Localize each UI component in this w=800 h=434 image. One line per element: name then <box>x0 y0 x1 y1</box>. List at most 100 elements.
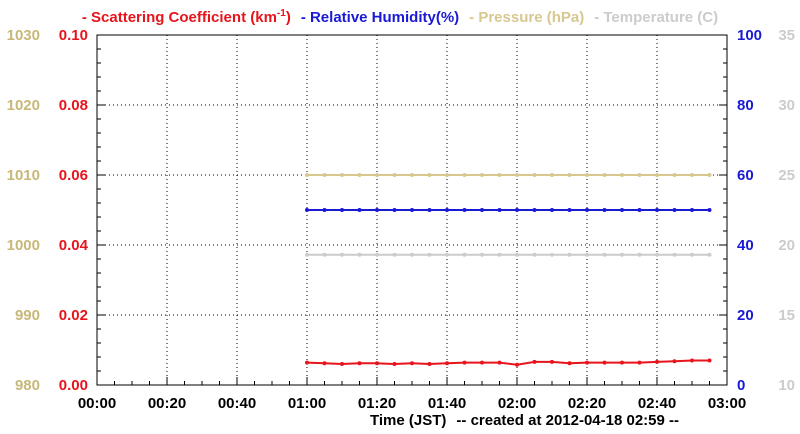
scattering-coefficient-point <box>567 361 572 366</box>
legend-item-suffix: ) <box>286 9 291 26</box>
humidity-tick-label: 100 <box>737 27 762 44</box>
relative-humidity-point <box>480 208 484 212</box>
pressure-point <box>567 173 572 177</box>
pressure-point <box>427 173 432 177</box>
relative-humidity-point <box>655 208 659 212</box>
relative-humidity-point <box>357 208 362 212</box>
temperature-point <box>375 252 379 257</box>
scattering-coefficient-point <box>445 361 449 366</box>
pressure-point <box>602 173 607 177</box>
humidity-axis: 100 80 60 40 20 0 <box>737 27 762 394</box>
pressure-point <box>340 173 344 177</box>
relative-humidity-point <box>550 208 554 212</box>
pressure-tick-label: 1030 <box>7 27 40 44</box>
temperature-point <box>707 252 712 257</box>
relative-humidity-point <box>690 208 694 212</box>
temperature-tick-label: 10 <box>778 377 795 394</box>
pressure-tick-label: 1010 <box>7 167 40 184</box>
x-tick-label: 01:20 <box>358 395 396 412</box>
pressure-point <box>550 173 554 177</box>
x-axis: 00:00 00:20 00:40 01:00 01:20 01:40 02:00 02:20… <box>78 377 746 412</box>
x-tick-label: 02:40 <box>638 395 676 412</box>
pressure-point <box>357 173 362 177</box>
scattering-coefficient-point <box>515 362 519 367</box>
humidity-tick-label: 20 <box>737 307 754 324</box>
temperature-point <box>567 252 572 257</box>
temperature-point <box>637 252 642 257</box>
temperature-point <box>655 252 659 257</box>
relative-humidity-point <box>532 208 537 212</box>
temperature-point <box>602 252 607 257</box>
legend-item: - Scattering Coefficient (km <box>82 9 277 26</box>
scattering-coefficient-point <box>620 360 624 365</box>
temperature-point <box>672 252 677 257</box>
humidity-tick-label: 40 <box>737 237 754 254</box>
pressure-point <box>445 173 449 177</box>
scattering-coefficient-point <box>707 358 712 363</box>
relative-humidity-point <box>392 208 397 212</box>
pressure-point <box>392 173 397 177</box>
relative-humidity-point <box>637 208 642 212</box>
pressure-point <box>375 173 379 177</box>
legend-item: - Relative Humidity(%) <box>301 9 459 26</box>
x-axis-label: Time (JST) -- created at 2012-04-18 02:59… <box>370 412 679 429</box>
scattering-coefficient-point <box>690 358 694 363</box>
scattering-tick-label: 0.04 <box>59 237 89 254</box>
temperature-point <box>515 252 519 257</box>
scattering-coefficient-point <box>585 360 589 365</box>
relative-humidity-point <box>672 208 677 212</box>
pressure-point <box>637 173 642 177</box>
relative-humidity-point <box>707 208 712 212</box>
scattering-coefficient-point <box>655 359 659 364</box>
relative-humidity-point <box>340 208 344 212</box>
scattering-tick-label: 0.06 <box>59 167 88 184</box>
temperature-axis: 35 30 25 20 15 10 <box>778 27 795 394</box>
scattering-coefficient-point <box>480 360 484 365</box>
relative-humidity-point <box>585 208 589 212</box>
relative-humidity-point <box>602 208 607 212</box>
temperature-point <box>620 252 624 257</box>
relative-humidity-point <box>515 208 519 212</box>
scattering-coefficient-point <box>550 359 554 364</box>
relative-humidity-point <box>567 208 572 212</box>
pressure-point <box>515 173 519 177</box>
scattering-coefficient-point <box>602 360 607 365</box>
temperature-point <box>322 252 327 257</box>
temperature-tick-label: 35 <box>778 27 795 44</box>
temperature-point <box>532 252 537 257</box>
relative-humidity-point <box>462 208 467 212</box>
temperature-point <box>585 252 589 257</box>
pressure-point <box>497 173 502 177</box>
x-axis-title: Time (JST) <box>370 412 446 429</box>
temperature-tick-label: 15 <box>778 307 795 324</box>
x-tick-label: 03:00 <box>708 395 746 412</box>
temperature-point <box>480 252 484 257</box>
pressure-point <box>322 173 327 177</box>
series-layer <box>305 173 712 367</box>
humidity-tick-label: 60 <box>737 167 754 184</box>
relative-humidity-point <box>410 208 414 212</box>
legend-line: - Scattering Coefficient (km-1) - Relativ… <box>82 8 718 26</box>
scattering-coefficient-point <box>672 359 677 364</box>
legend: - Scattering Coefficient (km-1) - Relativ… <box>82 8 718 26</box>
pressure-point <box>620 173 624 177</box>
scattering-coefficient-point <box>427 362 432 366</box>
relative-humidity-point <box>620 208 624 212</box>
temperature-point <box>497 252 502 257</box>
scattering-coefficient-point <box>340 362 344 366</box>
legend-superscript: -1 <box>277 8 286 19</box>
scattering-coefficient-point <box>462 360 467 365</box>
pressure-point <box>305 173 309 177</box>
relative-humidity-point <box>305 208 309 212</box>
scattering-coefficient-point <box>637 360 642 365</box>
x-tick-label: 00:20 <box>148 395 186 412</box>
pressure-tick-label: 1020 <box>7 97 40 114</box>
pressure-tick-label: 1000 <box>7 237 40 254</box>
relative-humidity-point <box>427 208 432 212</box>
scattering-coefficient-point <box>410 361 414 366</box>
temperature-point <box>357 252 362 257</box>
temperature-point <box>445 252 449 257</box>
temperature-point <box>340 252 344 257</box>
relative-humidity-point <box>445 208 449 212</box>
